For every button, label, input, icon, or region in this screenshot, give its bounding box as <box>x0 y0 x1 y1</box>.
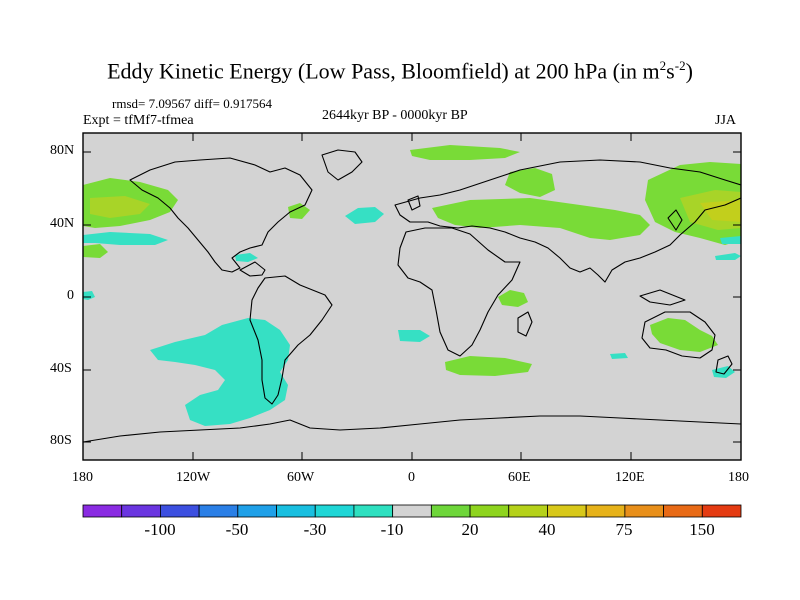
lon-label-60e: 60E <box>508 470 531 485</box>
colorbar-swatch <box>276 504 316 518</box>
africa-outline <box>397 227 521 357</box>
new-zealand-outline <box>715 355 733 375</box>
colorbar-swatch <box>160 504 200 518</box>
rmsd-diff-stats: rmsd= 7.09567 diff= 0.917564 <box>112 96 272 111</box>
lon-label-120e: 120E <box>615 470 645 485</box>
south-america-outline <box>249 275 333 405</box>
negative-region-gulf <box>235 253 258 262</box>
positive-region-south-atlantic <box>445 356 532 376</box>
colorbar-swatch <box>82 504 123 518</box>
eurasia-outline <box>394 159 741 283</box>
lat-label-0: 0 <box>67 288 74 303</box>
colorbar-label: 20 <box>461 520 479 539</box>
lat-label-40s: 40S <box>50 361 72 376</box>
lon-label-180-left: 180 <box>72 470 93 485</box>
positive-region-hawaii <box>83 244 108 258</box>
greenland-outline <box>321 149 363 181</box>
colorbar-swatch <box>392 504 432 518</box>
colorbar-label: -100 <box>144 520 176 539</box>
colorbar-swatch <box>624 504 664 518</box>
negative-region-dateline-south <box>715 253 741 260</box>
colorbar-swatch <box>353 504 394 518</box>
negative-region-east-pacific-west <box>83 291 95 300</box>
lon-ticks <box>192 133 632 460</box>
colorbar-swatch <box>547 504 587 518</box>
indonesia-outline <box>639 289 686 306</box>
colorbar-label: 150 <box>689 520 715 539</box>
colorbar <box>82 504 742 518</box>
negative-region-new-zealand <box>712 366 735 378</box>
colorbar-label: -30 <box>303 520 327 539</box>
cuba-outline <box>239 261 266 277</box>
colorbar-label: -10 <box>380 520 404 539</box>
antarctica-outline <box>83 415 741 443</box>
madagascar-outline <box>517 311 533 337</box>
british-isles-outline <box>407 195 421 211</box>
colorbar-swatch <box>237 504 277 518</box>
period-label: 2644kyr BP - 0000kyr BP <box>322 108 468 123</box>
lat-label-80n: 80N <box>50 143 75 158</box>
experiment-label: Expt = tfMf7-tfmea <box>83 113 194 128</box>
colorbar-label: -50 <box>225 520 249 539</box>
colorbar-swatch <box>663 504 703 518</box>
negative-region-indian-small <box>610 353 628 359</box>
negative-region-southeast-pacific <box>150 318 290 426</box>
positive-region-indian-ocean <box>498 290 528 307</box>
lon-label-0: 0 <box>408 470 415 485</box>
chart-title: Eddy Kinetic Energy (Low Pass, Bloomfiel… <box>107 58 693 84</box>
lon-label-60w: 60W <box>287 470 315 485</box>
colorbar-swatch <box>314 504 355 518</box>
colorbar-swatch <box>121 504 161 518</box>
coastlines <box>83 149 741 443</box>
japan-outline <box>667 209 683 231</box>
contour-fill-layer <box>83 145 741 443</box>
north-america-outline <box>129 157 313 273</box>
lat-ticks <box>83 151 741 443</box>
colorbar-swatch <box>198 504 239 518</box>
lat-label-80s: 80S <box>50 433 72 448</box>
map-background <box>83 133 741 460</box>
colorbar-swatch <box>508 504 548 518</box>
positive-region-eurasia <box>432 198 650 240</box>
colorbar-swatch <box>701 504 742 518</box>
positive-region-newfoundland <box>288 203 310 219</box>
negative-region-pacific-band <box>83 232 168 245</box>
season-label: JJA <box>715 113 737 128</box>
lat-label-40n: 40N <box>50 216 75 231</box>
colorbar-swatch <box>469 504 510 518</box>
positive-peak-northwest-pacific <box>700 200 741 222</box>
colorbar-swatch <box>585 504 626 518</box>
lon-label-120w: 120W <box>176 470 211 485</box>
colorbar-label: 75 <box>615 520 633 539</box>
positive-region-arctic <box>410 145 520 160</box>
australia-outline <box>641 311 716 359</box>
colorbar-label: 40 <box>538 520 556 539</box>
colorbar-swatch <box>430 504 471 518</box>
negative-region-dateline <box>720 236 741 244</box>
negative-region-south-atlantic <box>398 330 430 342</box>
positive-core-north-pacific <box>90 196 150 218</box>
positive-region-ural <box>505 168 555 197</box>
lon-label-180-right: 180 <box>728 470 749 485</box>
negative-region-north-atlantic <box>345 207 384 224</box>
positive-region-australia <box>650 318 718 352</box>
